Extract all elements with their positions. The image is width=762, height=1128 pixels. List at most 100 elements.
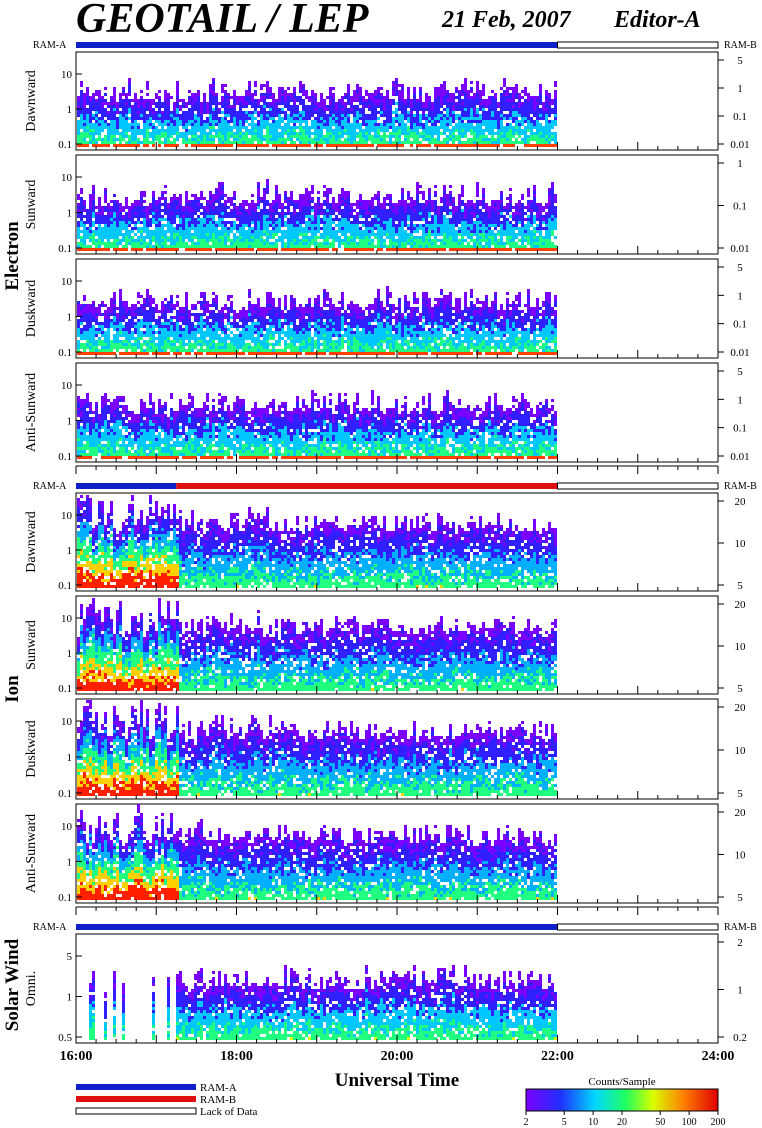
spec-cell [320,135,323,138]
spec-cell [431,102,434,105]
spec-cell [221,138,224,141]
spec-cell [170,96,173,99]
spec-cell [353,135,356,138]
spec-cell [347,87,350,90]
spec-cell [125,99,128,102]
spec-cell [419,108,422,111]
spec-cell [269,108,272,111]
spec-cell [83,141,86,144]
spec-cell [251,93,254,96]
spec-cell [233,99,236,102]
spec-cell [125,114,128,117]
spec-cell [296,126,299,129]
spec-cell [155,105,158,108]
spec-cell [260,132,263,135]
spec-cell [251,96,254,99]
spec-cell [122,87,125,90]
spec-cell [290,114,293,117]
spec-cell [377,93,380,96]
spec-cell [212,123,215,126]
spec-cell [440,105,443,108]
spec-cell [164,108,167,111]
spec-cell [302,111,305,114]
spec-cell [167,93,170,96]
spec-cell [434,96,437,99]
spec-cell [83,138,86,141]
spec-cell [410,144,413,147]
spec-cell [422,144,425,147]
spec-cell [200,108,203,111]
spec-cell [362,114,365,117]
spec-cell [392,135,395,138]
spec-cell [332,123,335,126]
spec-cell [458,105,461,108]
spec-cell [356,141,359,144]
spec-cell [107,132,110,135]
spec-cell [371,117,374,120]
spec-cell [227,123,230,126]
spec-cell [470,117,473,120]
spec-cell [401,144,404,147]
spec-cell [212,81,215,84]
spec-cell [326,129,329,132]
spec-cell [158,129,161,132]
spec-cell [377,144,380,147]
spec-cell [131,99,134,102]
spec-cell [359,126,362,129]
spec-cell [98,117,101,120]
spec-cell [452,114,455,117]
spec-cell [308,129,311,132]
spec-cell [386,126,389,129]
spec-cell [320,108,323,111]
spec-cell [170,114,173,117]
spec-cell [431,123,434,126]
spec-cell [377,132,380,135]
spec-cell [320,99,323,102]
spec-cell [113,108,116,111]
spec-cell [461,129,464,132]
spec-cell [152,144,155,147]
spec-cell [254,93,257,96]
spec-cell [347,144,350,147]
spec-cell [272,129,275,132]
spec-cell [311,108,314,111]
spec-cell [98,105,101,108]
spec-cell [155,126,158,129]
spec-cell [134,132,137,135]
spec-cell [401,96,404,99]
spec-cell [101,123,104,126]
spec-cell [107,102,110,105]
spec-cell [101,129,104,132]
spec-cell [365,141,368,144]
spec-cell [215,105,218,108]
spec-cell [326,126,329,129]
spec-cell [221,84,224,87]
spec-cell [260,117,263,120]
spec-cell [434,126,437,129]
spec-cell [272,105,275,108]
spec-cell [470,108,473,111]
spec-cell [284,102,287,105]
spec-cell [212,114,215,117]
spec-cell [314,126,317,129]
spec-cell [344,93,347,96]
spec-cell [197,96,200,99]
panel-1: Dawnward 1010.1510.10.01 [24,52,750,151]
spec-cell [374,132,377,135]
spec-cell [362,138,365,141]
spec-cell [251,138,254,141]
spec-cell [416,141,419,144]
spec-cell [209,141,212,144]
spec-cell [188,111,191,114]
spec-cell [296,132,299,135]
spec-cell [179,123,182,126]
spec-cell [446,144,449,147]
spec-cell [401,120,404,123]
spec-cell [95,108,98,111]
spec-cell [251,114,254,117]
spec-cell [413,141,416,144]
spec-cell [122,123,125,126]
spec-cell [113,126,116,129]
spec-cell [440,120,443,123]
spec-cell [212,93,215,96]
